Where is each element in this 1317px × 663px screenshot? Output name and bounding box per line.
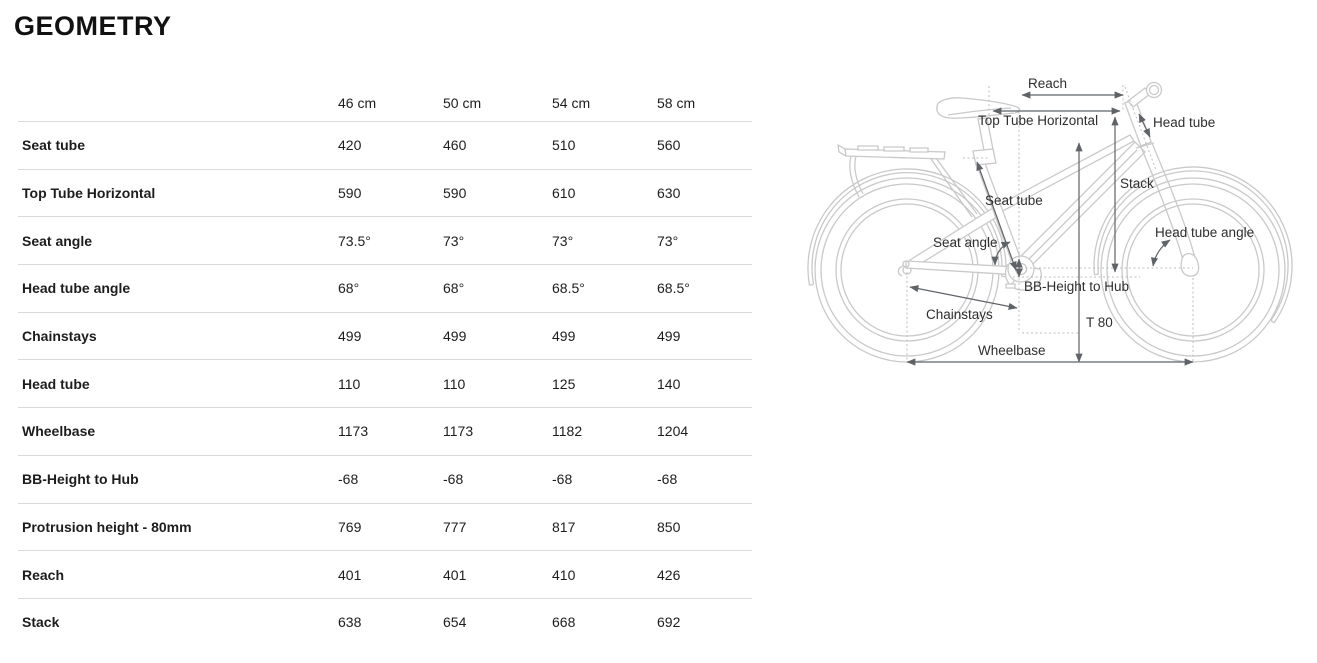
cell-value: 668 (552, 614, 576, 631)
cell-value: 460 (443, 137, 467, 154)
diagram-label-reach: Reach (1028, 76, 1068, 91)
diagram-label-t80: T 80 (1086, 315, 1113, 330)
cell-value: 401 (338, 566, 362, 583)
cell-value: 638 (338, 614, 362, 631)
cell-value: -68 (552, 471, 573, 488)
table-row-top-tube-horizontal: Top Tube Horizontal 590 590 610 630 (18, 170, 752, 218)
handlebar-grip (1145, 81, 1163, 99)
table-row-seat-tube: Seat tube 420 460 510 560 (18, 122, 752, 170)
table-row-head-tube-angle: Head tube angle 68° 68° 68.5° 68.5° (18, 265, 752, 313)
chainstays-arrow (909, 285, 1018, 310)
cell-value: 560 (657, 137, 681, 154)
cell-value: 110 (443, 375, 466, 392)
diagram-label-head-tube: Head tube (1153, 115, 1216, 130)
table-row-seat-angle: Seat angle 73.5° 73° 73° 73° (18, 217, 752, 266)
cell-value: 73° (657, 232, 679, 249)
cell-value: 68.5° (657, 280, 690, 297)
cell-value: -68 (657, 471, 678, 488)
cell-value: 630 (657, 185, 681, 202)
head-tube-angle-arc (1150, 239, 1171, 267)
rear-dropout (902, 260, 910, 268)
cell-value: 125 (552, 375, 576, 392)
cell-value: 777 (443, 518, 467, 535)
table-row-reach: Reach 401 401 410 426 (18, 551, 752, 599)
row-label: Head tube angle (22, 280, 131, 297)
cell-value: 401 (443, 566, 467, 583)
row-label: BB-Height to Hub (22, 471, 139, 488)
row-label: Protrusion height - 80mm (22, 518, 192, 535)
cell-value: 590 (443, 185, 467, 202)
row-label: Seat angle (22, 232, 93, 249)
cell-value: 140 (657, 375, 681, 392)
geometry-table: 46 cm 50 cm 54 cm 58 cm Seat tube 420 46… (18, 85, 752, 646)
cell-value: 73° (552, 232, 574, 249)
cell-value: 1182 (552, 423, 583, 440)
front-fender (1093, 166, 1293, 324)
cell-value: 410 (552, 566, 576, 583)
head-tube-arrow (1138, 113, 1151, 138)
front-dropout (1180, 252, 1200, 277)
row-label: Wheelbase (22, 423, 96, 440)
seat-angle-arc (991, 241, 1011, 266)
cell-value: -68 (443, 471, 464, 488)
cell-value: 73.5° (338, 232, 371, 249)
row-label: Chainstays (22, 328, 97, 345)
cell-value: 692 (657, 614, 681, 631)
cell-value: -68 (338, 471, 359, 488)
dimension-lines (906, 91, 1194, 366)
cell-value: 110 (338, 375, 361, 392)
table-header-row: 46 cm 50 cm 54 cm 58 cm (18, 85, 752, 122)
cell-value: 499 (657, 328, 681, 345)
table-row-protrusion-height: Protrusion height - 80mm 769 777 817 850 (18, 504, 752, 552)
diagram-label-head-tube-angle: Head tube angle (1155, 225, 1255, 240)
column-header-46cm: 46 cm (338, 95, 377, 111)
column-header-50cm: 50 cm (443, 95, 482, 111)
cell-value: 420 (338, 137, 362, 154)
cell-value: 499 (552, 328, 576, 345)
cell-value: 769 (338, 518, 362, 535)
cell-value: 610 (552, 185, 576, 202)
cell-value: 68.5° (552, 280, 585, 297)
diagram-label-seat-tube: Seat tube (985, 193, 1043, 208)
rear-rack (837, 143, 978, 218)
table-row-chainstays: Chainstays 499 499 499 499 (18, 313, 752, 361)
table-row-head-tube: Head tube 110 110 125 140 (18, 360, 752, 409)
cell-value: 1173 (338, 423, 369, 440)
cell-value: 426 (657, 566, 681, 583)
table-row-wheelbase: Wheelbase 1173 1173 1182 1204 (18, 408, 752, 456)
table-row-stack: Stack 638 654 668 692 (18, 599, 752, 646)
row-label: Seat tube (22, 137, 86, 154)
cell-value: 510 (552, 137, 576, 154)
cell-value: 654 (443, 614, 467, 631)
page-title: GEOMETRY (14, 11, 172, 41)
row-label: Top Tube Horizontal (22, 185, 156, 202)
table-row-bb-height-to-hub: BB-Height to Hub -68 -68 -68 -68 (18, 456, 752, 504)
cell-value: 73° (443, 232, 465, 249)
cell-value: 817 (552, 518, 576, 535)
cell-value: 590 (338, 185, 362, 202)
column-header-58cm: 58 cm (657, 95, 696, 111)
cell-value: 68° (443, 280, 465, 297)
diagram-label-top-tube-horizontal: Top Tube Horizontal (978, 113, 1099, 128)
cell-value: 1204 (657, 423, 689, 440)
cell-value: 68° (338, 280, 360, 297)
cell-value: 499 (338, 328, 362, 345)
diagram-label-stack: Stack (1120, 176, 1154, 191)
diagram-label-seat-angle: Seat angle (933, 235, 998, 250)
diagram-label-wheelbase: Wheelbase (978, 343, 1046, 358)
bike-geometry-diagram (807, 81, 1293, 366)
row-label: Head tube (22, 375, 90, 392)
cell-value: 850 (657, 518, 681, 535)
diagram-label-bb-height-to-hub: BB-Height to Hub (1024, 279, 1130, 294)
diagram-label-chainstays: Chainstays (926, 307, 993, 322)
chain-stays (905, 260, 1019, 276)
row-label: Stack (22, 614, 60, 631)
cell-value: 1173 (443, 423, 474, 440)
column-header-54cm: 54 cm (552, 95, 591, 111)
cell-value: 499 (443, 328, 467, 345)
row-label: Reach (22, 566, 65, 583)
fork (1140, 146, 1184, 261)
